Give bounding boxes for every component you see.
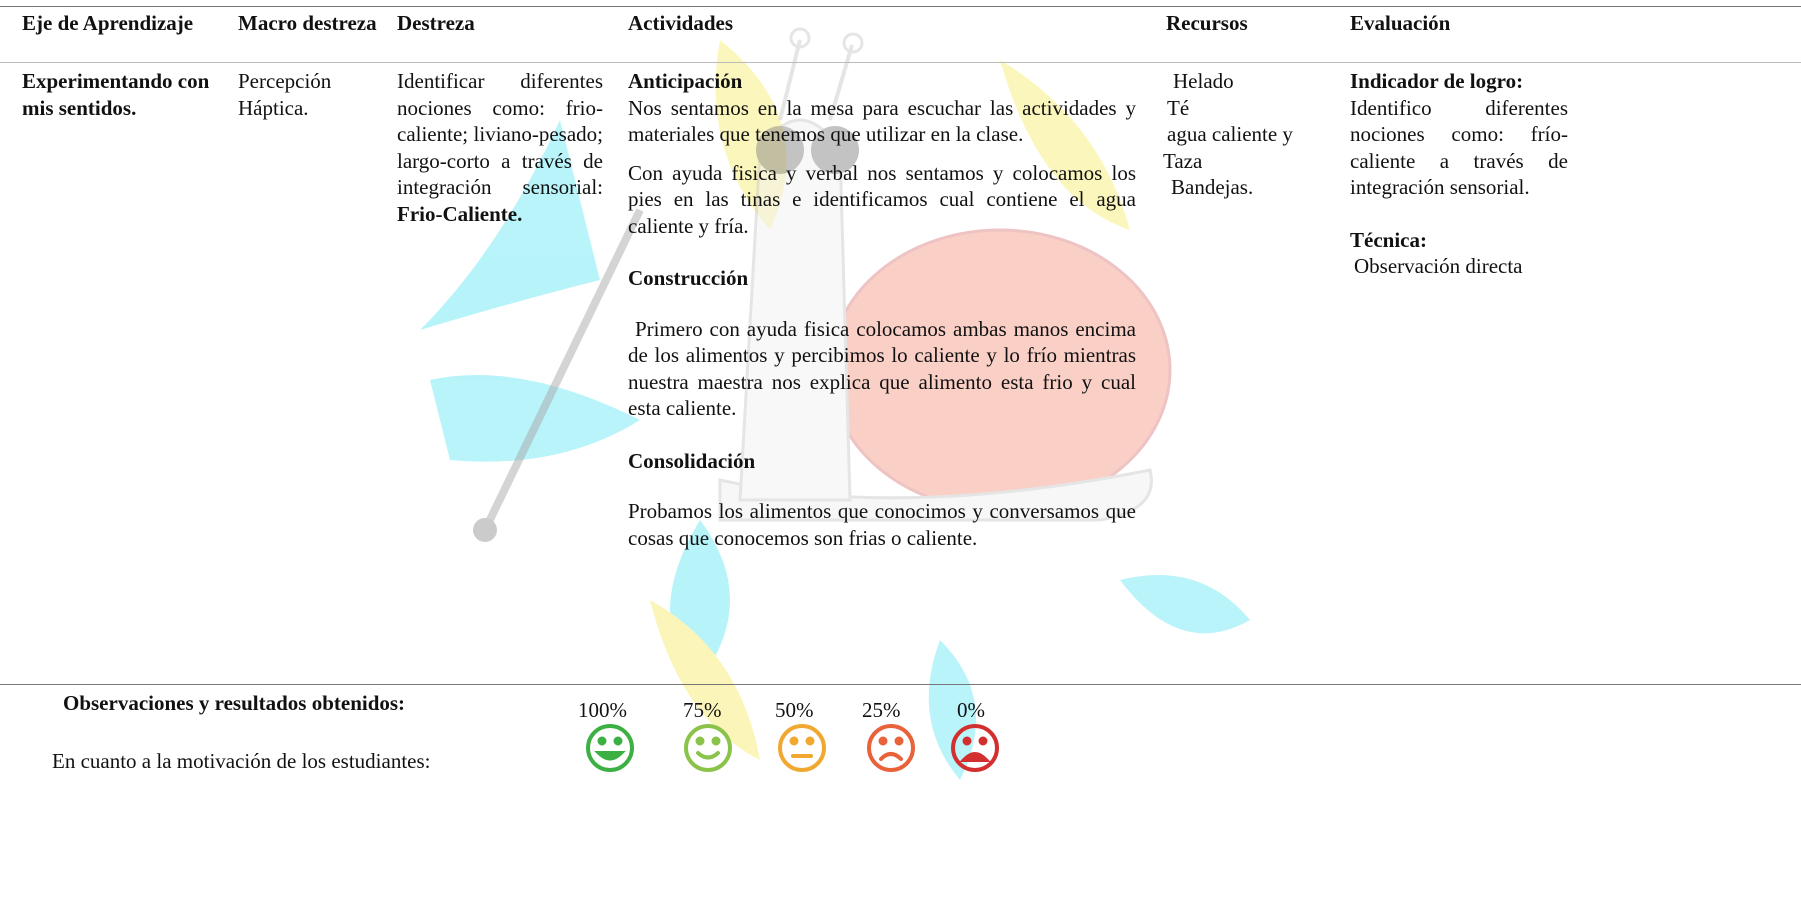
header: Macro destreza	[238, 11, 377, 35]
header: Actividades	[628, 11, 733, 35]
evaluation: Indicador de logro: Identifico diferente…	[1350, 68, 1568, 280]
text: Primero con ayuda fisica colocamos ambas…	[628, 316, 1136, 421]
rule	[0, 684, 1801, 685]
heading: Consolidación	[628, 448, 756, 473]
paragraph: Primero con ayuda fisica colocamos ambas…	[628, 316, 1136, 422]
paragraph: Con ayuda fisica y verbal nos sentamos y…	[628, 160, 1136, 238]
activities: Anticipación Nos sentamos en la mesa par…	[628, 68, 1136, 551]
item: Bandejas.	[1171, 175, 1254, 199]
heading: Construcción	[628, 266, 749, 290]
scale-label: 75%	[683, 698, 722, 722]
item: Helado	[1173, 69, 1234, 93]
text: Identificar diferentes nociones como: fr…	[397, 69, 603, 199]
resources: Helado Té agua caliente y Taza Bandejas.	[1163, 68, 1343, 201]
scale-label: 25%	[862, 698, 901, 722]
text: Frio-Caliente.	[397, 201, 523, 226]
paragraph: Nos sentamos en la mesa para escuchar la…	[628, 95, 1136, 147]
obs-text: En cuanto a la motivación de los estudia…	[52, 749, 431, 773]
rule	[0, 62, 1801, 63]
heading: Anticipación	[628, 69, 743, 93]
obs-title: Observaciones y resultados obtenidos:	[63, 691, 406, 715]
rule	[0, 6, 1801, 7]
scale-label: 100%	[578, 698, 627, 722]
header: Recursos	[1166, 11, 1248, 35]
cell: Percepción Háptica.	[238, 69, 332, 120]
header: Destreza	[397, 11, 475, 35]
scale-label: 0%	[957, 698, 985, 722]
label: Técnica:	[1350, 227, 1427, 252]
text: Observación directa	[1354, 254, 1523, 278]
paragraph: Probamos los alimentos que conocimos y c…	[628, 499, 1136, 550]
header: Evaluación	[1350, 11, 1451, 35]
item: Taza	[1163, 148, 1203, 173]
cell: Identificar diferentes nociones como: fr…	[397, 68, 603, 227]
label: Indicador de logro:	[1350, 69, 1524, 93]
item: Té	[1167, 95, 1190, 120]
scale-label: 50%	[775, 698, 814, 722]
text: Identifico diferentes nociones como: frí…	[1350, 95, 1568, 200]
header: Eje de Aprendizaje	[22, 11, 194, 35]
cell: Experimentando con mis sentidos.	[22, 69, 210, 120]
item: agua caliente y	[1167, 122, 1293, 146]
